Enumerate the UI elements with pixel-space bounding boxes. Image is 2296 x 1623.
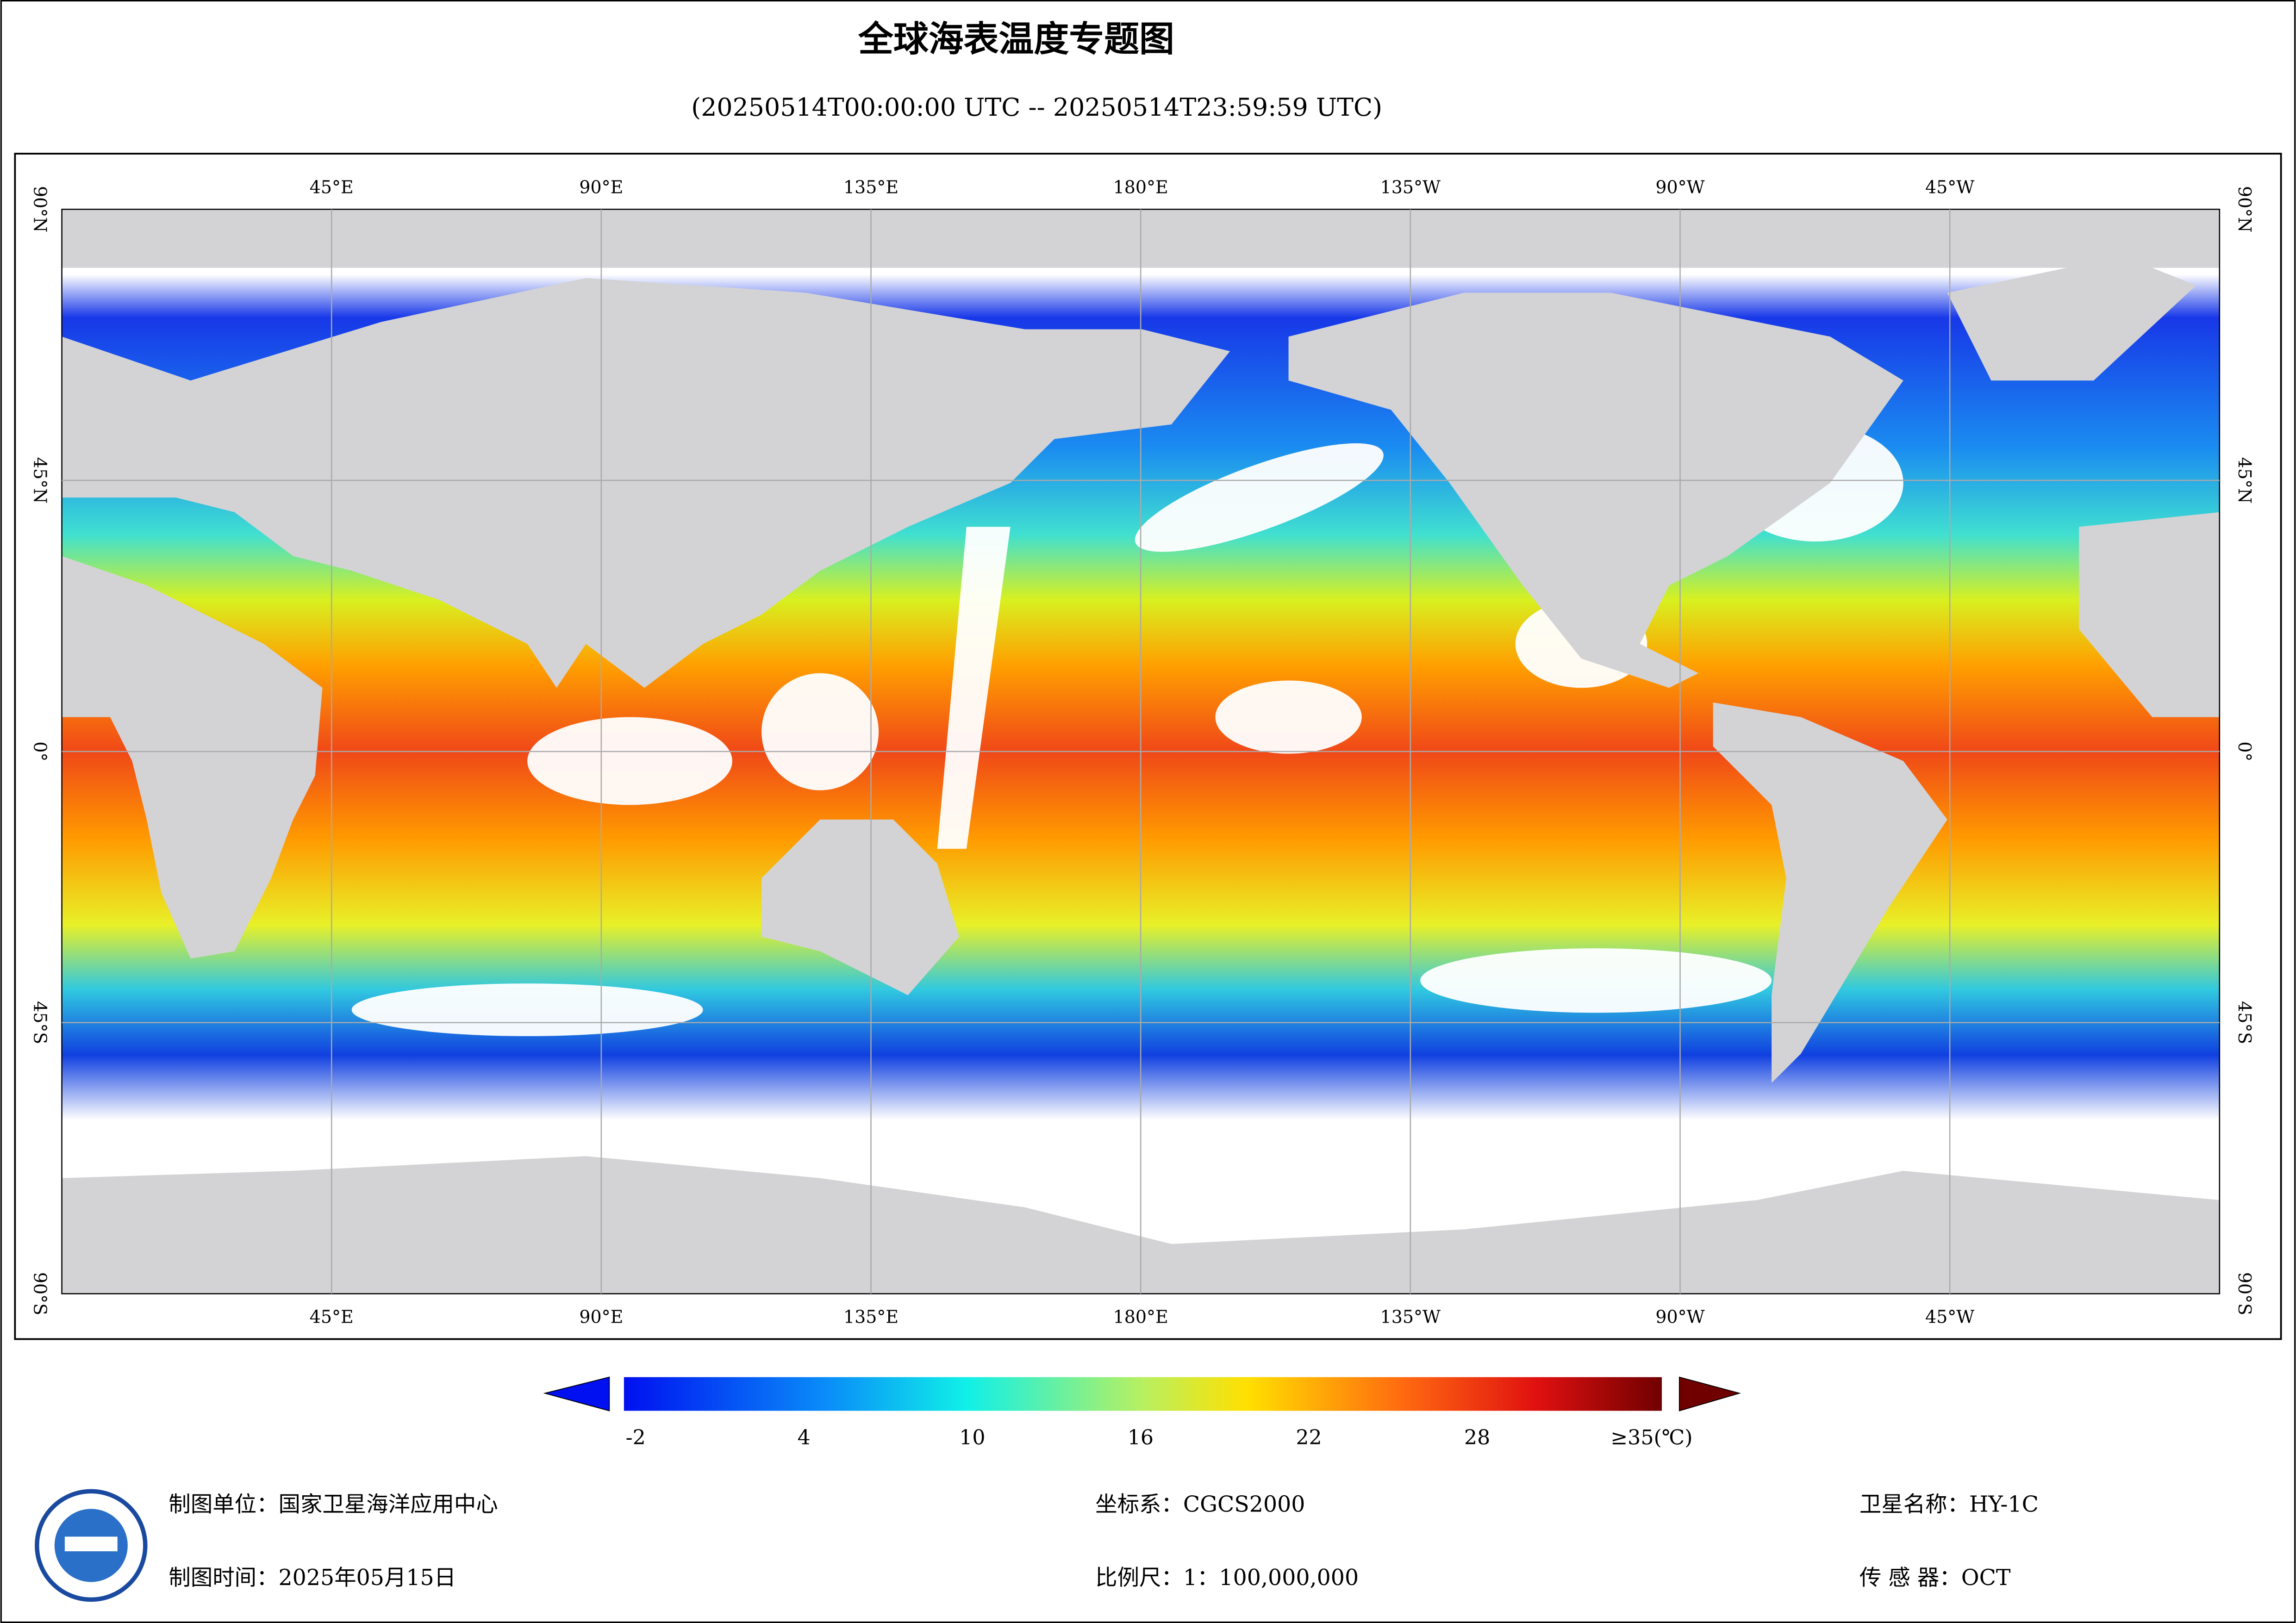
colorbar-under (543, 1376, 610, 1412)
colorbar-over (1678, 1376, 1741, 1412)
lat-label-right: 45°N (2234, 457, 2255, 504)
colorbar (624, 1377, 1662, 1411)
lon-label-top: 90°W (1655, 177, 1704, 197)
footer-sensor: 传 感 器：OCT (1859, 1565, 2011, 1591)
lat-label-left: 45°S (30, 1001, 50, 1044)
lon-label-bottom: 90°E (579, 1307, 623, 1327)
lon-label-bottom: 45°E (310, 1307, 354, 1327)
colorbar-tick-label: 28 (1464, 1426, 1490, 1449)
lon-label-bottom: 135°E (843, 1307, 898, 1327)
lon-label-top: 135°E (843, 177, 898, 197)
lat-label-right: 90°N (2234, 186, 2255, 232)
map-body (61, 208, 2221, 1294)
footer-satellite: 卫星名称：HY-1C (1859, 1492, 2039, 1517)
colorbar-max-label: ≥35(℃) (1610, 1426, 1692, 1449)
lon-label-top: 45°E (310, 177, 354, 197)
lon-label-top: 180°E (1113, 177, 1168, 197)
lat-label-right: 45°S (2234, 1001, 2255, 1044)
colorbar-tick-label: 4 (798, 1426, 811, 1449)
subtitle: (20250514T00:00:00 UTC -- 20250514T23:59… (691, 93, 1382, 122)
colorbar-tick-label: -2 (626, 1426, 646, 1449)
lat-label-right: 90°S (2234, 1272, 2255, 1315)
colorbar-tick-label: 16 (1128, 1426, 1154, 1449)
lat-label-left: 90°N (30, 186, 50, 232)
colorbar-tick-label: 22 (1296, 1426, 1322, 1449)
lon-label-bottom: 45°W (1925, 1307, 1974, 1327)
lon-label-top: 90°E (579, 177, 623, 197)
title: 全球海表温度专题图 (858, 19, 1174, 60)
cloud-mask (351, 424, 1903, 1036)
footer-crs: 坐标系：CGCS2000 (1095, 1492, 1305, 1517)
colorbar-tick-label: 10 (959, 1426, 985, 1449)
lon-label-top: 135°W (1380, 177, 1441, 197)
lon-label-bottom: 135°W (1380, 1307, 1441, 1327)
lat-label-left: 45°N (30, 457, 50, 504)
logo (35, 1489, 148, 1602)
lat-label-left: 0° (30, 741, 50, 761)
footer-scale: 比例尺：1：100,000,000 (1095, 1565, 1359, 1591)
lat-label-left: 90°S (30, 1272, 50, 1315)
lat-label-right: 0° (2234, 741, 2255, 761)
lon-label-bottom: 180°E (1113, 1307, 1168, 1327)
lon-label-bottom: 90°W (1655, 1307, 1704, 1327)
footer-time: 制图时间：2025年05月15日 (168, 1565, 456, 1591)
lon-label-top: 45°W (1925, 177, 1974, 197)
map-frame (14, 153, 2282, 1340)
footer: 制图单位：国家卫星海洋应用中心 制图时间：2025年05月15日 坐标系：CGC… (168, 1492, 2039, 1591)
footer-unit: 制图单位：国家卫星海洋应用中心 (168, 1492, 498, 1517)
